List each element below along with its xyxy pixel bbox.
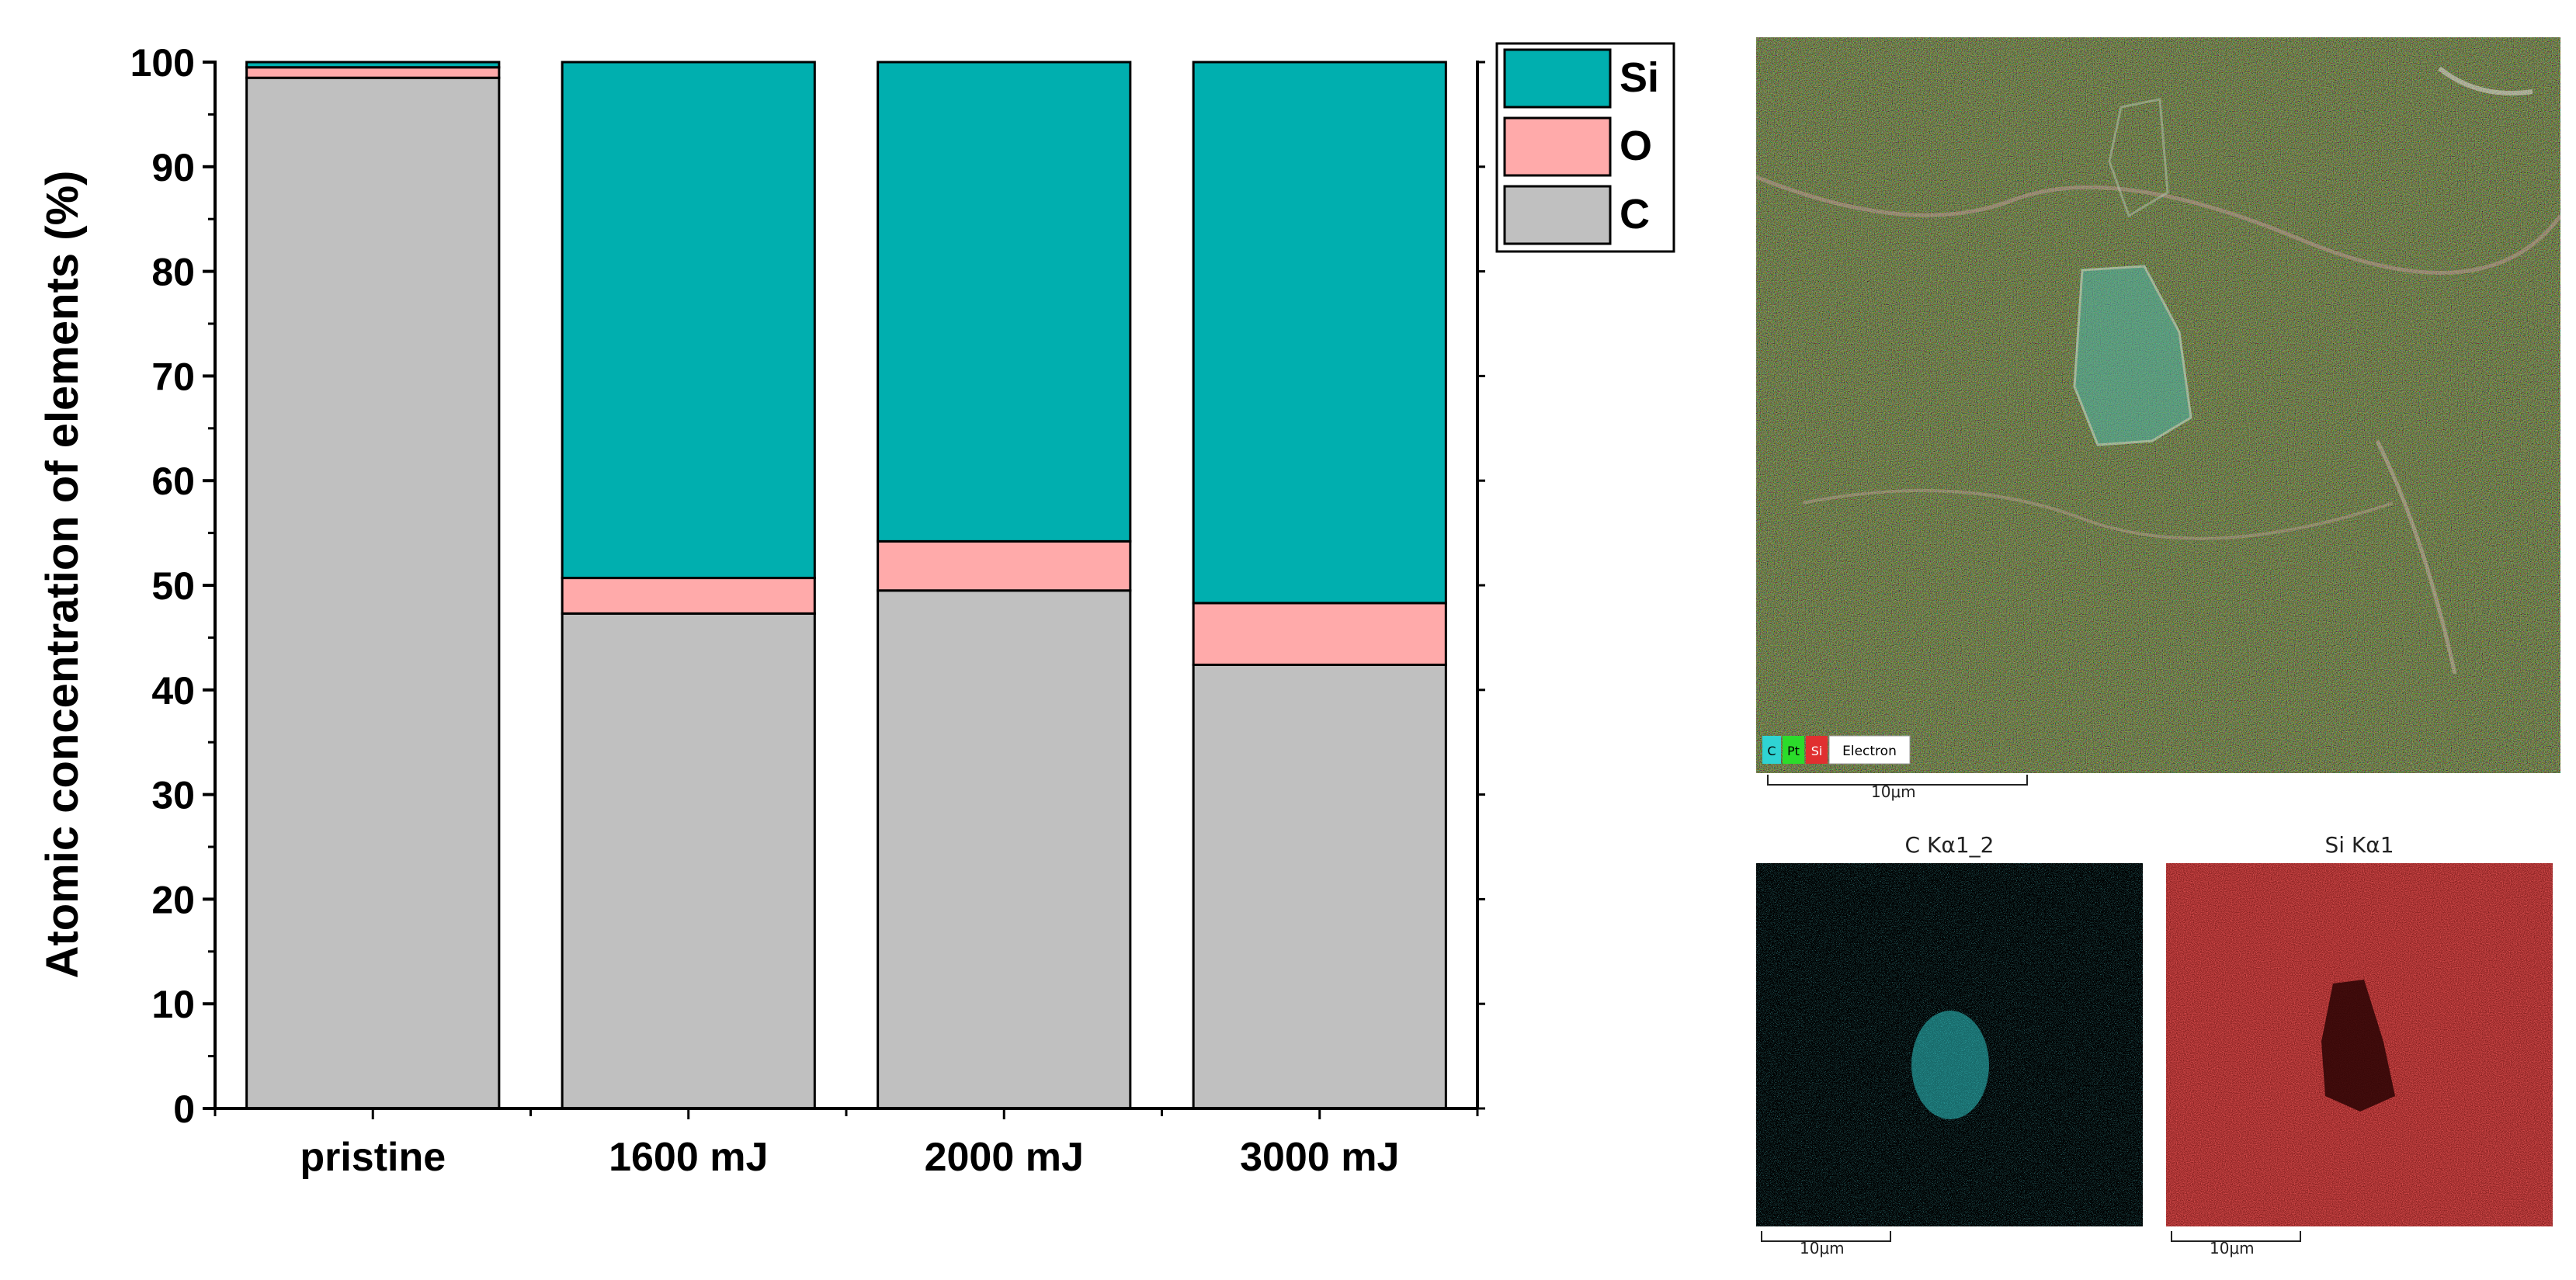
legend-electron: Electron xyxy=(1842,744,1897,759)
c-map-scale-bar xyxy=(1761,1231,1891,1242)
bar-o-2 xyxy=(877,539,1132,592)
bar-si-0 xyxy=(245,61,501,69)
x-tick-label: pristine xyxy=(300,1135,446,1180)
si-element-map xyxy=(2166,863,2553,1226)
bar-c-3 xyxy=(1192,663,1447,1110)
eds-main-legend: C Pt Si Electron xyxy=(1762,735,1911,765)
particle-region xyxy=(2073,265,2192,446)
bar-o-3 xyxy=(1192,602,1447,666)
bar-si-2 xyxy=(877,61,1132,543)
si-map-scale-bar xyxy=(2171,1231,2301,1242)
y-tick-label: 70 xyxy=(151,355,195,398)
y-axis-label: Atomic concentration of elements (%) xyxy=(37,171,88,979)
legend-swatch-si xyxy=(1503,48,1612,109)
legend-swatch-c xyxy=(1503,185,1612,245)
c-map-title: C Kα1_2 xyxy=(1904,832,1994,858)
si-map-scale-label: 10μm xyxy=(2210,1239,2255,1257)
legend-label-c: C xyxy=(1620,191,1650,238)
bar-c-1 xyxy=(561,612,816,1110)
chart-legend: Si OC xyxy=(1495,42,1675,253)
bar-si-3 xyxy=(1192,61,1447,605)
y-tick-label: 90 xyxy=(151,146,195,189)
main-scale-bar xyxy=(1767,775,2028,786)
legend-swatch-o xyxy=(1503,116,1612,177)
c-element-map xyxy=(1756,863,2143,1226)
legend-pt: Pt xyxy=(1787,744,1800,758)
y-tick-label: 40 xyxy=(151,669,195,713)
legend-label-o: O xyxy=(1620,123,1652,169)
main-scale-label: 10μm xyxy=(1871,782,1916,801)
bar-c-0 xyxy=(245,76,501,1110)
bar-si-1 xyxy=(561,61,816,580)
c-map-scale-label: 10μm xyxy=(1800,1239,1845,1257)
y-tick-label: 30 xyxy=(151,774,195,817)
axes: pristine 1600 mJ 2000 mJ 3000 mJ 0 10 20 30 40 50… xyxy=(130,41,1485,1180)
y-tick-label: 0 xyxy=(173,1087,195,1131)
x-tick-label: 3000 mJ xyxy=(1240,1135,1399,1180)
x-tick-label: 1600 mJ xyxy=(609,1135,768,1180)
y-tick-label: 60 xyxy=(151,460,195,503)
y-tick-label: 20 xyxy=(151,878,195,921)
bar-o-0 xyxy=(245,66,501,79)
bar-c-2 xyxy=(877,589,1132,1110)
si-map-title: Si Kα1 xyxy=(2324,832,2394,858)
x-tick-label: 2000 mJ xyxy=(925,1135,1084,1180)
legend-label-si: Si xyxy=(1620,54,1659,101)
y-tick-label: 50 xyxy=(151,564,195,608)
eds-composite-map: C Pt Si Electron xyxy=(1755,37,2563,773)
bar-o-1 xyxy=(561,577,816,615)
legend-si: Si xyxy=(1811,744,1823,758)
stacked-bar-chart: pristine 1600 mJ 2000 mJ 3000 mJ 0 10 20 30 40 50… xyxy=(37,41,1675,1180)
bar-group xyxy=(245,61,1447,1110)
legend-c: C xyxy=(1767,744,1776,758)
y-tick-label: 80 xyxy=(151,251,195,294)
y-tick-label: 10 xyxy=(151,983,195,1026)
y-tick-label: 100 xyxy=(130,41,195,85)
